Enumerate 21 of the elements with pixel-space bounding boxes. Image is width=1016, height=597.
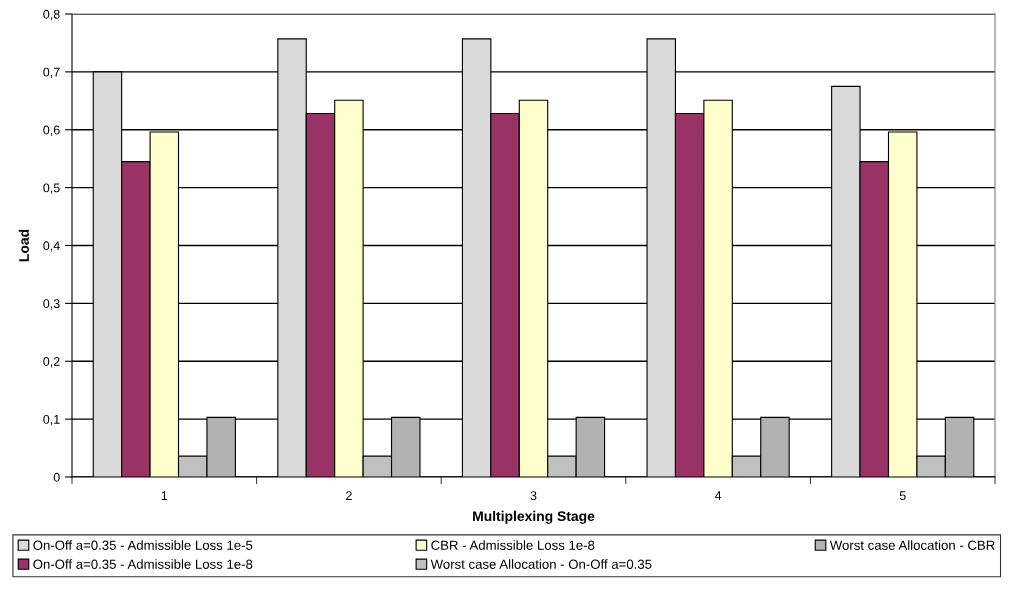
legend-label: On-Off a=0.35 - Admissible Loss 1e-8: [33, 559, 253, 569]
y-tick-label: 0,2: [43, 357, 60, 368]
x-axis-title: Multiplexing Stage: [473, 510, 595, 524]
x-tick-label: 2: [346, 491, 352, 500]
x-tick-label: 4: [714, 491, 722, 500]
x-tick-label: 5: [899, 491, 906, 501]
y-tick-label: 0,5: [43, 183, 60, 194]
y-axis-title: Load: [18, 229, 29, 262]
y-tick-label: 0,4: [43, 241, 60, 252]
legend-label: CBR - Admissible Loss 1e-8: [431, 540, 595, 550]
legend-label: On-Off a=0.35 - Admissible Loss 1e-5: [33, 540, 253, 550]
legend-label: Worst case Allocation - On-Off a=0.35: [430, 559, 652, 569]
y-tick-label: 0,7: [43, 67, 60, 78]
y-tick-label: 0: [53, 472, 60, 482]
x-tick-label: 1: [161, 491, 168, 500]
y-tick-label: 0,8: [43, 9, 60, 21]
y-tick-label: 0,6: [43, 125, 60, 136]
y-tick-label: 0,3: [43, 299, 60, 310]
x-tick-label: 3: [530, 491, 537, 501]
y-tick-label: 0,1: [43, 414, 60, 426]
legend-label: Worst case Allocation - CBR: [829, 540, 995, 550]
